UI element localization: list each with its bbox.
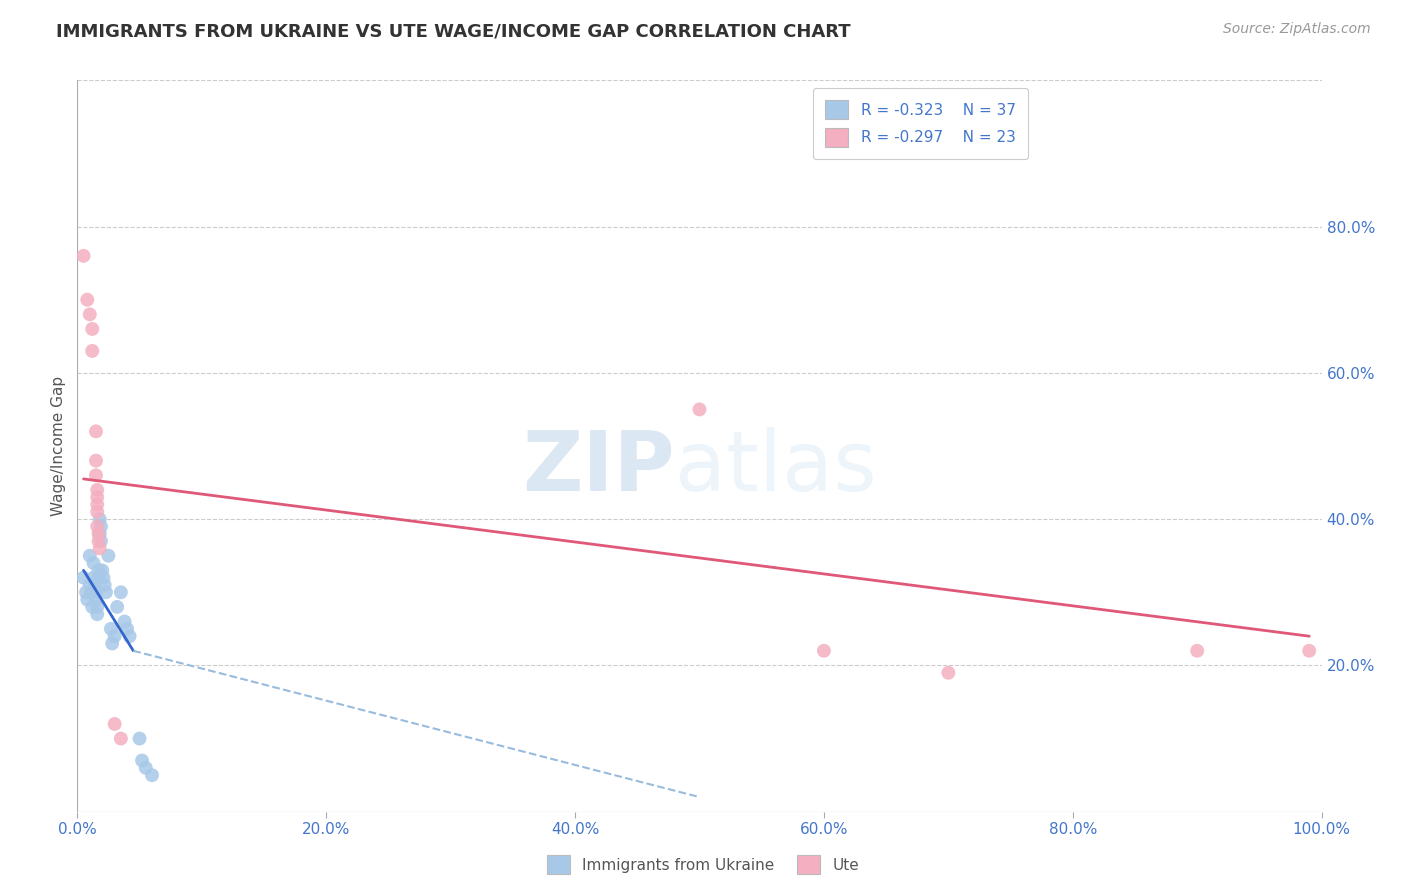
Point (75, 585, 97, 599)
Point (76, 592, 98, 607)
Text: Source: ZipAtlas.com: Source: ZipAtlas.com (1223, 22, 1371, 37)
Point (86, 599, 108, 614)
Point (86, 519, 108, 533)
Point (90, 519, 112, 533)
Point (94, 585, 117, 599)
Point (86, 498, 108, 512)
Point (86, 490, 108, 504)
Point (89, 512, 111, 526)
Point (82, 343, 104, 358)
Point (87, 526, 110, 541)
Point (83, 578, 105, 592)
Point (110, 585, 132, 599)
Point (115, 622, 138, 636)
Point (84, 425, 107, 439)
Point (101, 636, 124, 650)
Point (79, 307, 101, 321)
Point (90, 534, 112, 549)
Point (97, 549, 120, 563)
Point (84, 592, 107, 607)
Point (128, 731, 150, 746)
Point (689, 402, 711, 417)
Point (84, 468, 107, 483)
Point (1298, 644, 1320, 658)
Point (114, 615, 136, 629)
Point (141, 768, 163, 782)
Point (938, 665, 960, 680)
Point (76, 293, 98, 307)
Point (87, 563, 110, 577)
Point (89, 541, 111, 556)
Point (82, 322, 104, 336)
Point (813, 644, 835, 658)
Point (86, 505, 108, 519)
Point (86, 607, 108, 622)
Y-axis label: Wage/Income Gap: Wage/Income Gap (51, 376, 66, 516)
Text: atlas: atlas (675, 427, 876, 508)
Point (79, 549, 101, 563)
Legend: R = -0.323    N = 37, R = -0.297    N = 23: R = -0.323 N = 37, R = -0.297 N = 23 (813, 88, 1028, 159)
Point (110, 731, 132, 746)
Point (84, 585, 107, 599)
Point (131, 754, 153, 768)
Legend: Immigrants from Ukraine, Ute: Immigrants from Ukraine, Ute (541, 849, 865, 880)
Point (80, 585, 103, 599)
Point (89, 526, 111, 541)
Point (104, 717, 127, 731)
Point (83, 556, 105, 570)
Point (104, 629, 127, 643)
Point (87, 534, 110, 549)
Point (1187, 644, 1209, 658)
Point (93, 571, 115, 585)
Point (82, 599, 104, 614)
Point (72, 571, 94, 585)
Point (72, 249, 94, 263)
Point (86, 483, 108, 497)
Point (83, 571, 105, 585)
Point (84, 453, 107, 467)
Point (118, 629, 141, 643)
Point (100, 622, 122, 636)
Point (105, 599, 128, 614)
Point (79, 578, 101, 592)
Point (91, 563, 114, 577)
Point (93, 578, 115, 592)
Text: ZIP: ZIP (522, 427, 675, 508)
Point (87, 571, 110, 585)
Text: IMMIGRANTS FROM UKRAINE VS UTE WAGE/INCOME GAP CORRELATION CHART: IMMIGRANTS FROM UKRAINE VS UTE WAGE/INCO… (56, 22, 851, 40)
Point (135, 761, 157, 775)
